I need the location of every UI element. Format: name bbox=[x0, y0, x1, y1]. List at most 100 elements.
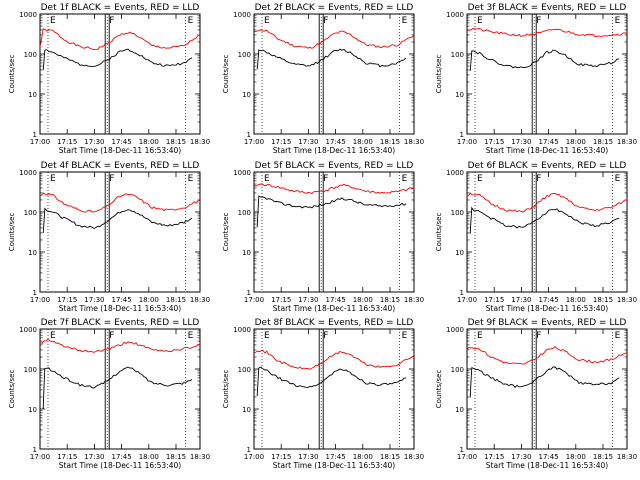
y-tick-label: 1000 bbox=[233, 169, 251, 177]
x-tick-label: 18:00 bbox=[139, 296, 159, 304]
x-tick-label: 17:15 bbox=[57, 453, 77, 461]
series-line-events bbox=[256, 48, 407, 70]
y-tick-label: 100 bbox=[24, 51, 37, 59]
y-axis-label: Counts/sec bbox=[435, 213, 443, 252]
series-line-events bbox=[256, 366, 407, 397]
chart-panel-9: Det 9f BLACK = Events, RED = LLD 1 10 100 10… bbox=[435, 318, 637, 470]
event-marker-label: E bbox=[402, 174, 408, 184]
x-tick-label: 18:30 bbox=[404, 453, 424, 461]
x-tick-label: 18:30 bbox=[190, 138, 210, 146]
y-axis-label: Counts/sec bbox=[8, 370, 16, 409]
x-tick-label: 18:15 bbox=[166, 453, 186, 461]
y-tick-label: 1 bbox=[460, 446, 464, 454]
series-line-lld bbox=[466, 27, 628, 38]
x-tick-label: 18:30 bbox=[404, 296, 424, 304]
chart-title: Det 2f BLACK = Events, RED = LLD bbox=[255, 3, 414, 13]
event-marker-label: E bbox=[615, 331, 621, 341]
x-tick-label: 18:00 bbox=[353, 453, 373, 461]
y-tick-label: 10 bbox=[242, 249, 251, 257]
y-tick-label: 100 bbox=[238, 209, 251, 217]
y-tick-label: 100 bbox=[24, 209, 37, 217]
chart-panel-6: Det 6f BLACK = Events, RED = LLD 1 10 100 10… bbox=[435, 161, 637, 313]
series-line-events bbox=[469, 366, 620, 398]
y-tick-label: 1 bbox=[33, 446, 37, 454]
plot-frame bbox=[39, 328, 201, 450]
chart-title: Det 7f BLACK = Events, RED = LLD bbox=[41, 318, 200, 328]
x-tick-label: 18:00 bbox=[566, 138, 586, 146]
chart-title: Det 6f BLACK = Events, RED = LLD bbox=[468, 161, 627, 171]
y-tick-label: 100 bbox=[238, 51, 251, 59]
x-tick-label: 17:00 bbox=[457, 453, 477, 461]
x-axis-label: Start Time (18-Dec-11 16:53:40) bbox=[273, 146, 395, 155]
x-tick-label: 17:00 bbox=[30, 296, 50, 304]
series-line-lld bbox=[466, 192, 627, 213]
series-line-lld bbox=[466, 345, 628, 365]
x-tick-label: 17:15 bbox=[484, 138, 504, 146]
y-tick-label: 100 bbox=[24, 366, 37, 374]
x-axis-label: Start Time (18-Dec-11 16:53:40) bbox=[59, 461, 181, 470]
chart-title: Det 1f BLACK = Events, RED = LLD bbox=[41, 3, 200, 13]
x-tick-label: 17:15 bbox=[271, 138, 291, 146]
x-tick-label: 18:15 bbox=[380, 453, 400, 461]
event-marker-label: E bbox=[188, 16, 194, 26]
x-tick-label: 17:45 bbox=[539, 138, 559, 146]
y-tick-label: 100 bbox=[238, 366, 251, 374]
x-tick-label: 17:15 bbox=[484, 453, 504, 461]
x-tick-label: 17:45 bbox=[539, 296, 559, 304]
y-tick-label: 100 bbox=[451, 366, 464, 374]
x-tick-label: 17:45 bbox=[112, 138, 132, 146]
x-tick-label: 18:30 bbox=[404, 138, 424, 146]
y-tick-label: 1 bbox=[247, 131, 251, 139]
chart-title: Det 5f BLACK = Events, RED = LLD bbox=[255, 161, 414, 171]
x-tick-label: 18:00 bbox=[353, 138, 373, 146]
y-tick-label: 1000 bbox=[19, 11, 37, 19]
x-tick-label: 17:00 bbox=[244, 296, 264, 304]
y-tick-label: 10 bbox=[28, 91, 37, 99]
x-tick-label: 18:15 bbox=[380, 296, 400, 304]
chart-title: Det 3f BLACK = Events, RED = LLD bbox=[468, 3, 627, 13]
series-line-events bbox=[42, 207, 193, 234]
event-marker-label: E bbox=[615, 174, 621, 184]
x-tick-label: 17:45 bbox=[326, 138, 346, 146]
x-tick-label: 17:00 bbox=[457, 296, 477, 304]
x-tick-label: 18:30 bbox=[190, 296, 210, 304]
event-marker-label: F bbox=[536, 16, 541, 26]
x-tick-label: 17:30 bbox=[298, 453, 318, 461]
y-tick-label: 1 bbox=[33, 131, 37, 139]
y-axis-label: Counts/sec bbox=[222, 213, 230, 252]
series-line-lld bbox=[253, 183, 415, 195]
y-tick-label: 10 bbox=[28, 249, 37, 257]
y-tick-label: 1000 bbox=[233, 326, 251, 334]
x-axis-label: Start Time (18-Dec-11 16:53:40) bbox=[59, 146, 181, 155]
y-tick-label: 10 bbox=[242, 91, 251, 99]
x-tick-label: 17:00 bbox=[30, 453, 50, 461]
x-tick-label: 17:00 bbox=[244, 453, 264, 461]
event-marker-label: E bbox=[264, 174, 270, 184]
x-tick-label: 17:30 bbox=[298, 296, 318, 304]
y-axis-label: Counts/sec bbox=[222, 55, 230, 94]
chart-panel-2: Det 2f BLACK = Events, RED = LLD 1 10 100 10… bbox=[222, 3, 424, 155]
x-axis-label: Start Time (18-Dec-11 16:53:40) bbox=[486, 461, 608, 470]
plot-frame bbox=[466, 328, 628, 450]
event-marker-label: E bbox=[615, 16, 621, 26]
event-marker-label: E bbox=[477, 174, 483, 184]
x-tick-label: 17:15 bbox=[57, 138, 77, 146]
event-marker-label: E bbox=[264, 16, 270, 26]
plot-frame bbox=[253, 171, 415, 293]
x-axis-label: Start Time (18-Dec-11 16:53:40) bbox=[486, 146, 608, 155]
y-tick-label: 1 bbox=[247, 289, 251, 297]
event-marker-label: E bbox=[477, 331, 483, 341]
plot-frame bbox=[253, 328, 415, 450]
y-tick-label: 1000 bbox=[19, 169, 37, 177]
y-tick-label: 1000 bbox=[446, 169, 464, 177]
x-tick-label: 18:15 bbox=[593, 296, 613, 304]
event-marker-label: E bbox=[264, 331, 270, 341]
x-tick-label: 17:30 bbox=[84, 138, 104, 146]
plot-frame bbox=[39, 171, 201, 293]
y-axis-label: Counts/sec bbox=[8, 55, 16, 94]
x-tick-label: 17:45 bbox=[112, 296, 132, 304]
x-tick-label: 18:15 bbox=[593, 138, 613, 146]
x-tick-label: 17:00 bbox=[457, 138, 477, 146]
y-tick-label: 10 bbox=[455, 91, 464, 99]
